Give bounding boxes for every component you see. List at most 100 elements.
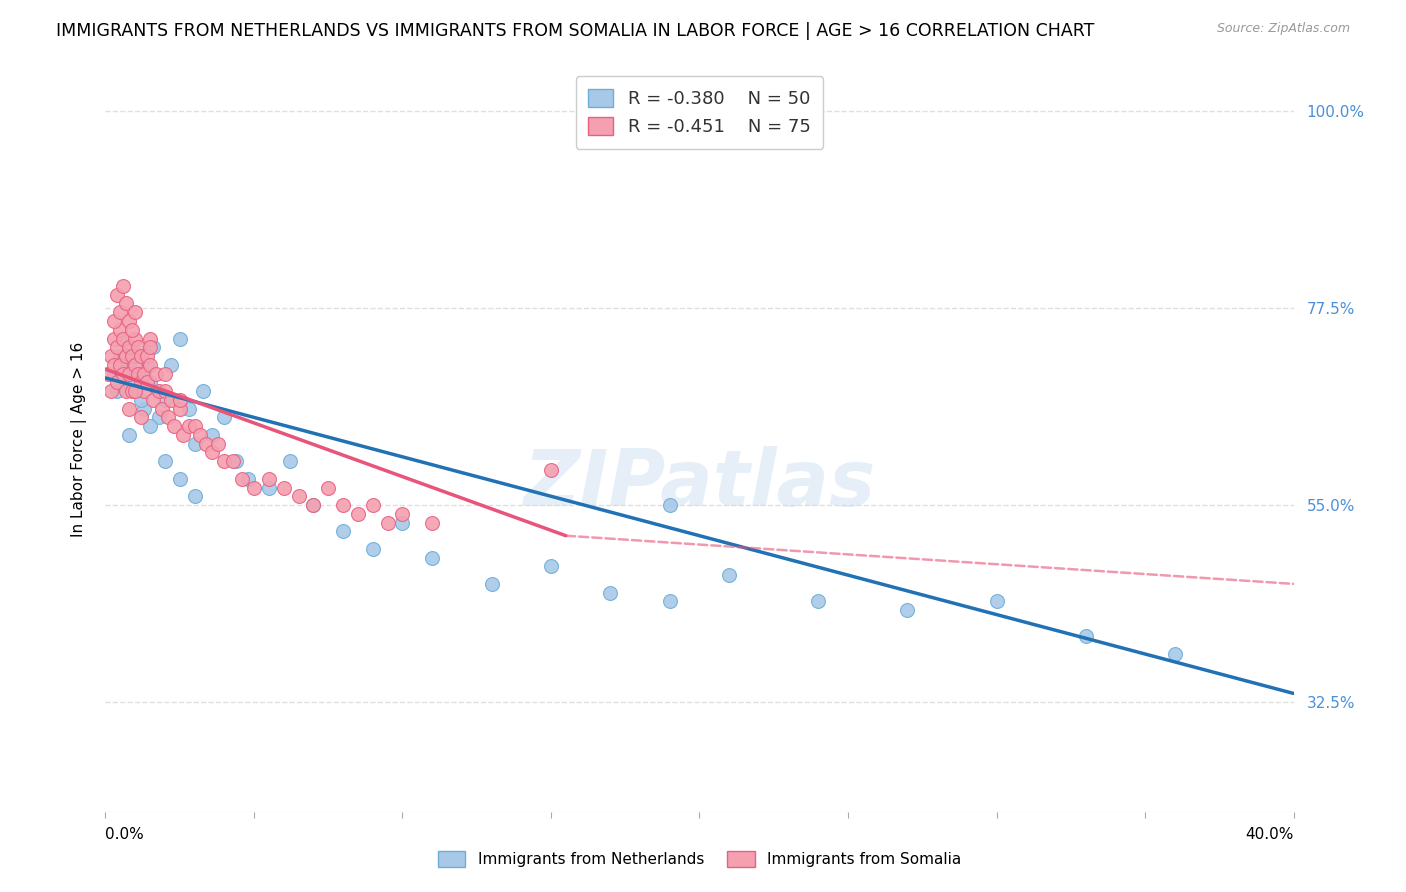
Point [332, 524, 354, 539]
Point [236, 472, 259, 486]
Point [225, 454, 247, 468]
Point [377, 516, 399, 530]
Point [231, 472, 253, 486]
Point [139, 376, 162, 390]
Point [718, 568, 741, 582]
Point [153, 384, 176, 398]
Point [302, 498, 325, 512]
Point [105, 376, 128, 390]
Point [172, 428, 194, 442]
Point [163, 419, 186, 434]
Point [127, 367, 149, 381]
Point [132, 384, 155, 398]
Point [124, 376, 146, 390]
Point [278, 454, 301, 468]
Point [127, 349, 149, 363]
Point [214, 410, 236, 425]
Text: IMMIGRANTS FROM NETHERLANDS VS IMMIGRANTS FROM SOMALIA IN LABOR FORCE | AGE > 16: IMMIGRANTS FROM NETHERLANDS VS IMMIGRANT… [56, 22, 1095, 40]
Point [243, 481, 266, 495]
Point [121, 349, 143, 363]
Point [481, 577, 503, 591]
Point [139, 358, 162, 372]
Point [361, 541, 384, 556]
Point [332, 498, 354, 512]
Point [129, 349, 152, 363]
Point [257, 481, 280, 495]
Point [118, 358, 141, 372]
Point [100, 384, 122, 398]
Point [139, 332, 162, 346]
Point [110, 323, 132, 337]
Point [207, 436, 229, 450]
Point [105, 384, 128, 398]
Point [110, 358, 132, 372]
Point [118, 340, 141, 354]
Point [118, 314, 141, 328]
Point [118, 367, 141, 381]
Point [169, 472, 191, 486]
Point [110, 305, 132, 319]
Point [97, 367, 120, 381]
Point [118, 428, 141, 442]
Point [100, 349, 122, 363]
Point [148, 384, 170, 398]
Text: ZIPatlas: ZIPatlas [523, 446, 876, 522]
Point [132, 401, 155, 416]
Point [115, 376, 138, 390]
Point [121, 384, 143, 398]
Point [118, 401, 141, 416]
Point [214, 454, 236, 468]
Point [105, 340, 128, 354]
Point [103, 332, 125, 346]
Point [105, 287, 128, 301]
Point [142, 392, 165, 407]
Point [110, 349, 132, 363]
Point [142, 340, 165, 354]
Point [183, 489, 205, 503]
Point [201, 445, 224, 459]
Point [807, 594, 830, 608]
Point [540, 463, 562, 477]
Point [124, 384, 146, 398]
Point [159, 358, 181, 372]
Point [124, 305, 146, 319]
Point [361, 498, 384, 512]
Point [115, 384, 138, 398]
Point [103, 358, 125, 372]
Point [103, 367, 125, 381]
Point [302, 498, 325, 512]
Point [183, 419, 205, 434]
Point [129, 367, 152, 381]
Text: 40.0%: 40.0% [1246, 827, 1294, 841]
Point [148, 410, 170, 425]
Point [287, 489, 309, 503]
Point [347, 507, 370, 521]
Point [896, 603, 918, 617]
Point [1164, 647, 1187, 661]
Point [156, 410, 179, 425]
Point [658, 594, 681, 608]
Point [121, 340, 143, 354]
Text: Source: ZipAtlas.com: Source: ZipAtlas.com [1216, 22, 1350, 36]
Point [150, 401, 173, 416]
Point [132, 367, 155, 381]
Point [153, 454, 176, 468]
Y-axis label: In Labor Force | Age > 16: In Labor Force | Age > 16 [72, 342, 87, 537]
Point [145, 367, 167, 381]
Point [121, 323, 143, 337]
Point [129, 392, 152, 407]
Point [136, 349, 159, 363]
Point [139, 340, 162, 354]
Point [540, 559, 562, 574]
Point [177, 401, 200, 416]
Point [420, 550, 443, 565]
Point [136, 358, 159, 372]
Point [169, 401, 191, 416]
Point [136, 376, 159, 390]
Point [986, 594, 1008, 608]
Point [222, 454, 245, 468]
Point [658, 498, 681, 512]
Point [169, 392, 191, 407]
Point [112, 367, 135, 381]
Point [112, 332, 135, 346]
